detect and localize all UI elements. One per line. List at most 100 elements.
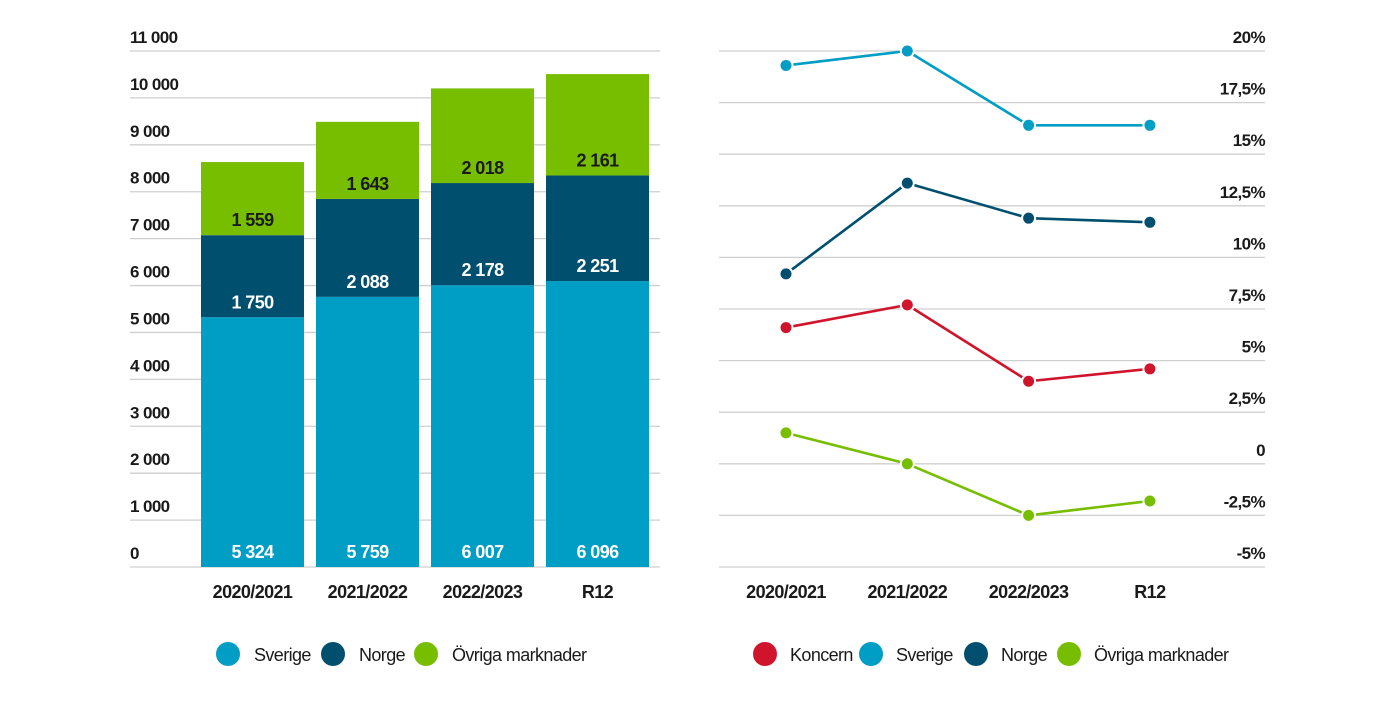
legend-item-sverige: Sverige [859,642,954,666]
legend-swatch-sverige [216,642,240,666]
line-path-koncern [785,303,1151,383]
line-point-ovriga [1142,493,1158,509]
legend-item-ovriga: Övriga marknader [414,642,588,666]
line-x-tick-label: R12 [1134,582,1166,602]
line-path-norge [785,181,1150,275]
bar-x-tick-label: 2021/2022 [328,582,408,602]
line-point-norge [778,266,794,282]
legend-item-norge: Norge [964,642,1048,666]
line-y-tick-label: -2,5% [1224,492,1266,511]
line-path-ovriga [785,431,1151,517]
bar-segment-norge [201,235,304,318]
line-point-ovriga [899,456,915,472]
bar-y-tick-label: 6 000 [130,263,170,282]
line-y-tick-label: 12,5% [1220,183,1266,202]
line-series-norge [778,175,1158,282]
bar-y-tick-label: 11 000 [130,28,178,47]
line-y-tick-label: 0 [1256,441,1265,460]
bar-chart-y-axis: 0 1 000 2 000 3 000 4 000 5 000 6 000 7 000 8 00… [130,28,179,563]
line-point-koncern [778,320,794,336]
legend-label: Övriga marknader [452,645,587,665]
legend-label: Sverige [896,645,953,665]
bar-data-label-norge: 2 251 [576,256,619,276]
bar-segment-sverige [201,317,304,567]
bar-y-tick-label: 1 000 [130,497,170,516]
line-point-ovriga [778,425,794,441]
line-point-koncern [1021,373,1037,389]
stacked-bar-chart: 0 1 000 2 000 3 000 4 000 5 000 6 000 7 000 8 00… [130,28,660,666]
bar-y-tick-label: 4 000 [130,356,170,375]
bar-chart-bars [201,74,649,567]
legend-label: Övriga marknader [1094,645,1229,665]
bar-segment-sverige [316,296,419,567]
line-x-tick-label: 2022/2023 [989,582,1069,602]
bar-y-tick-label: 3 000 [130,403,170,422]
bar-data-label-sverige: 6 007 [461,542,504,562]
line-chart-legend: Koncern Sverige Norge Övriga marknader [753,642,1230,666]
line-point-sverige [778,57,794,73]
bar-data-label-sverige: 5 324 [231,542,274,562]
line-chart-gridlines [719,50,1265,568]
legend-item-sverige: Sverige [216,642,312,666]
bar-data-label-norge: 1 750 [231,292,274,312]
bar-y-tick-label: 10 000 [130,75,179,94]
line-chart-series [778,43,1158,523]
legend-item-ovriga: Övriga marknader [1057,642,1230,666]
line-series-koncern [778,297,1158,389]
bar-segment-sverige [546,281,649,567]
bar-data-label-norge: 2 178 [461,260,504,280]
legend-label: Sverige [254,645,311,665]
line-y-tick-label: 2,5% [1229,389,1266,408]
bar-data-label-ovriga: 2 161 [576,150,619,170]
legend-swatch-koncern [753,642,777,666]
bar-data-label-ovriga: 2 018 [461,158,504,178]
legend-swatch-sverige [859,642,883,666]
legend-label: Norge [359,645,406,665]
bar-y-tick-label: 7 000 [130,216,170,235]
legend-label: Norge [1001,645,1048,665]
bar-y-tick-label: 5 000 [130,309,170,328]
line-series-ovriga [778,425,1158,523]
line-y-tick-label: 15% [1233,131,1266,150]
bar-x-tick-label: 2022/2023 [443,582,523,602]
bar-segment-ovriga [546,74,649,176]
line-point-norge [1142,214,1158,230]
bar-data-label-sverige: 5 759 [346,542,389,562]
bar-chart-x-axis: 2020/2021 2021/2022 2022/2023 R12 [213,582,615,602]
line-y-tick-label: 7,5% [1229,286,1266,305]
line-y-tick-label: 17,5% [1220,80,1266,99]
line-point-sverige [899,43,915,59]
line-chart-y-axis: -5% -2,5% 0 2,5% 5% 7,5% 10% 12,5% 15% 17,5% 20% [1220,28,1266,563]
bar-segment-norge [431,183,534,286]
line-y-tick-label: 10% [1233,234,1266,253]
bar-segment-ovriga [316,121,419,199]
bar-segment-ovriga [431,88,534,184]
line-chart: -5% -2,5% 0 2,5% 5% 7,5% 10% 12,5% 15% 17,5% 20% 2… [719,28,1266,666]
legend-swatch-ovriga [414,642,438,666]
legend-item-koncern: Koncern [753,642,853,666]
legend-swatch-norge [321,642,345,666]
line-chart-x-axis: 2020/2021 2021/2022 2022/2023 R12 [746,582,1167,602]
legend-item-norge: Norge [321,642,406,666]
bar-y-tick-label: 8 000 [130,169,170,188]
line-y-tick-label: 20% [1233,28,1266,47]
bar-y-tick-label: 0 [130,544,139,563]
line-point-ovriga [1021,507,1037,523]
bar-segment-sverige [431,285,534,567]
legend-swatch-ovriga [1057,642,1081,666]
legend-swatch-norge [964,642,988,666]
bar-segment-norge [546,175,649,282]
line-y-tick-label: -5% [1237,544,1266,563]
line-point-norge [1021,210,1037,226]
line-series-sverige [778,43,1158,133]
bar-segment-ovriga [201,162,304,236]
line-path-sverige [785,49,1150,127]
bar-x-tick-label: 2020/2021 [213,582,293,602]
line-x-tick-label: 2021/2022 [867,582,947,602]
line-y-tick-label: 5% [1242,338,1266,357]
bar-x-tick-label: R12 [582,582,614,602]
line-point-sverige [1142,117,1158,133]
line-point-norge [899,175,915,191]
bar-data-label-norge: 2 088 [346,272,389,292]
